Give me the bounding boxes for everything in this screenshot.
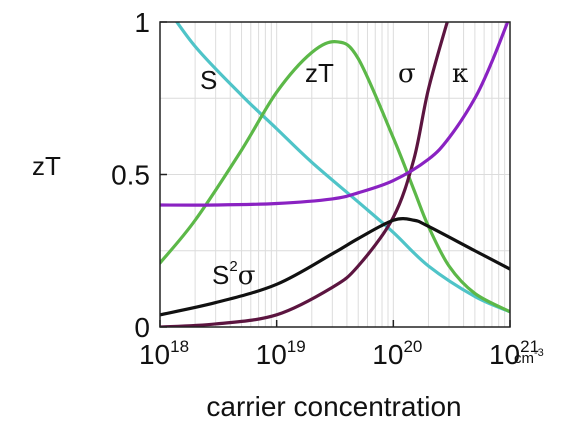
y-tick-label: 0 xyxy=(134,312,150,343)
y-tick-label: 1 xyxy=(134,7,150,38)
series-label-zt: zT xyxy=(305,58,334,88)
x-unit-exp: -3 xyxy=(534,347,544,359)
y-tick-label: 0.5 xyxy=(111,160,150,191)
series-s-line xyxy=(174,22,510,314)
y-axis-label: zT xyxy=(32,151,61,181)
x-tick-label: 1019 xyxy=(256,337,306,370)
power-factor-s: S xyxy=(212,260,229,290)
x-unit-base: cm xyxy=(514,350,534,367)
grid xyxy=(160,22,510,327)
x-tick-base: 10 xyxy=(256,339,287,370)
x-tick-labels: 1018 1019 1020 1021 xyxy=(139,320,539,370)
series-sigma-line xyxy=(160,22,449,327)
x-tick-label: 1018 xyxy=(139,337,189,370)
series-kappa-line xyxy=(160,22,510,207)
power-factor-exp: 2 xyxy=(229,258,237,275)
x-tick-exp: 19 xyxy=(287,337,306,356)
series-label-s: S xyxy=(200,65,217,95)
x-tick-base: 10 xyxy=(489,339,520,370)
y-tick-labels: 00.51 xyxy=(111,7,167,343)
x-axis-label: carrier concentration xyxy=(206,391,461,422)
x-axis-unit: cm-3 xyxy=(514,347,544,367)
x-tick-exp: 20 xyxy=(403,337,422,356)
x-tick-label: 1020 xyxy=(372,337,422,370)
series-zt-line xyxy=(160,40,510,314)
series-labels: S zT σ κ S2σ xyxy=(200,58,468,291)
series-power-factor-line xyxy=(160,217,510,317)
x-tick-label: 1021 xyxy=(489,337,539,370)
x-tick-base: 10 xyxy=(372,339,403,370)
series-lines xyxy=(160,22,510,327)
series-label-power-factor: S2σ xyxy=(212,258,255,291)
x-tick-base: 10 xyxy=(139,339,170,370)
x-tick-exp: 18 xyxy=(170,337,189,356)
power-factor-sigma: σ xyxy=(238,261,256,291)
series-label-kappa: κ xyxy=(452,59,468,89)
series-label-sigma: σ xyxy=(398,59,416,89)
x-tick-exp: 21 xyxy=(520,337,539,356)
